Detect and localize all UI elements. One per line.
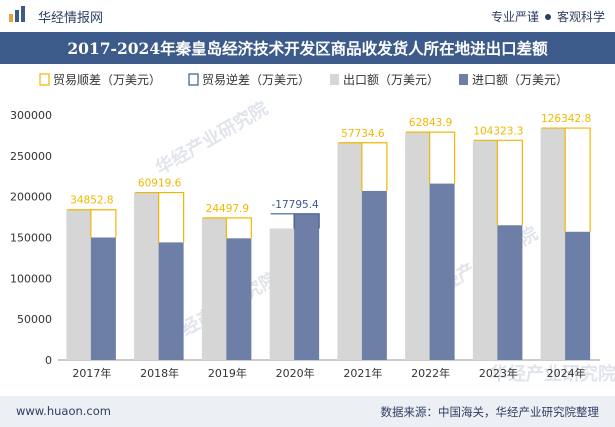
export-bar — [405, 132, 431, 360]
balance-bracket — [473, 139, 523, 226]
balance-label: 34852.8 — [70, 195, 113, 207]
x-tick-label: 2017年 — [72, 366, 111, 380]
export-bar — [269, 228, 295, 360]
balance-bracket — [541, 127, 591, 232]
balance-label: 57734.6 — [341, 128, 385, 140]
y-tick-label: 0 — [45, 354, 52, 367]
balance-label: 24497.9 — [206, 203, 249, 215]
y-tick-label: 250000 — [10, 150, 52, 163]
footer-url: www.huaon.com — [16, 404, 111, 418]
y-tick-label: 300000 — [10, 109, 52, 122]
legend-label: 出口额（万美元） — [343, 73, 439, 87]
slogan-left: 专业严谨 — [490, 10, 539, 24]
data-source: 数据来源：中国海关，华经产业研究院整理 — [380, 405, 600, 419]
y-tick-label: 50000 — [17, 313, 52, 326]
export-bar — [540, 128, 566, 360]
x-tick-label: 2021年 — [343, 366, 382, 380]
import-bar — [361, 190, 387, 360]
footer-bar: www.huaon.com 数据来源：中国海关，华经产业研究院整理 — [0, 396, 615, 427]
import-bar — [429, 183, 455, 360]
export-bar — [66, 209, 92, 360]
chart-area: 华经产业研究院华经产业研究院华经产业研究院华经产业研究院050000100000… — [10, 72, 615, 385]
slogan-dot-icon — [544, 13, 551, 20]
legend-swatch-import — [459, 74, 468, 85]
balance-bracket — [338, 142, 388, 191]
balance-bracket — [67, 209, 117, 238]
balance-label: 60919.6 — [138, 178, 182, 190]
balance-bracket — [202, 217, 252, 239]
legend-label: 贸易顺差（万美元） — [53, 73, 161, 87]
balance-label: 126342.8 — [541, 113, 591, 125]
balance-bracket — [406, 131, 456, 184]
import-bar — [226, 238, 252, 360]
balance-label: 104323.3 — [473, 125, 523, 137]
balance-bracket — [270, 213, 320, 229]
x-tick-label: 2018年 — [140, 366, 179, 380]
legend-label: 贸易逆差（万美元） — [202, 72, 310, 87]
brand-name: 华经情报网 — [38, 11, 104, 26]
import-bar — [158, 242, 184, 360]
x-tick-label: 2020年 — [276, 366, 315, 380]
import-bar — [90, 237, 116, 360]
balance-label: 62843.9 — [409, 117, 452, 129]
slogan: 专业严谨 客观科学 — [491, 8, 605, 25]
legend-label: 进口额（万美元） — [472, 73, 568, 87]
export-bar — [134, 192, 160, 360]
x-tick-label: 2022年 — [411, 366, 450, 380]
legend-swatch-deficit — [188, 73, 199, 86]
x-tick-label: 2024年 — [547, 366, 586, 380]
x-tick-label: 2023年 — [479, 366, 518, 380]
export-bar — [472, 140, 498, 360]
watermark-text-0: 华经产业研究院 — [152, 97, 272, 179]
x-tick-label: 2019年 — [208, 366, 247, 380]
y-tick-label: 100000 — [10, 272, 52, 285]
huajing-logo-icon — [9, 6, 25, 22]
import-bar — [294, 213, 320, 360]
export-bar — [337, 142, 363, 360]
top-bar: 华经情报网 专业严谨 客观科学 — [0, 0, 615, 32]
watermark-text-3: 华经产业研究院 — [490, 363, 615, 385]
y-tick-label: 150000 — [10, 232, 52, 245]
balance-label: -17795.4 — [272, 199, 320, 211]
import-bar — [497, 225, 523, 360]
chart-title: 2017-2024年秦皇岛经济技术开发区商品收发货人所在地进出口差额 — [0, 32, 615, 64]
y-tick-label: 200000 — [10, 191, 52, 204]
slogan-right: 客观科学 — [556, 10, 605, 24]
export-bar — [201, 217, 227, 360]
legend-swatch-surplus — [39, 73, 50, 86]
legend-swatch-export — [330, 74, 339, 85]
import-bar — [565, 231, 591, 360]
balance-bracket — [135, 191, 185, 243]
